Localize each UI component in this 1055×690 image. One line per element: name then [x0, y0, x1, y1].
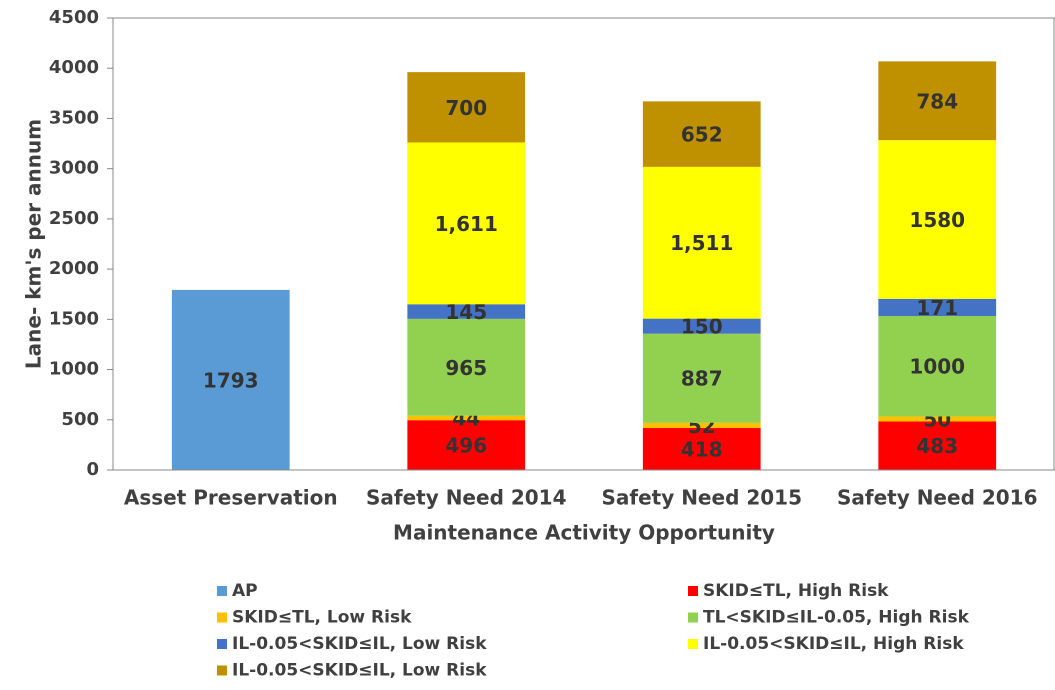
legend-swatch [217, 665, 227, 676]
bar-segment [878, 298, 997, 317]
data-label: 483 [916, 434, 958, 458]
data-label: 171 [916, 296, 958, 320]
data-label: 784 [916, 89, 958, 113]
x-tick-label: Asset Preservation [124, 486, 338, 510]
data-label: 887 [681, 367, 723, 391]
legend-label: SKID≤TL, Low Risk [232, 608, 412, 628]
y-tick-label: 2500 [49, 208, 99, 229]
bar-segment [878, 140, 997, 299]
legend-label: IL-0.05<SKID≤IL, Low Risk [232, 634, 487, 654]
legend-swatch [217, 586, 227, 596]
data-label: 965 [445, 356, 487, 380]
data-label: 150 [681, 315, 723, 339]
legend-swatch [217, 612, 227, 623]
y-tick-label: 4500 [49, 7, 99, 28]
x-tick-label: Safety Need 2015 [601, 486, 802, 510]
legend-swatch [688, 639, 698, 649]
y-tick-label: 3500 [49, 107, 99, 128]
bar-segment [878, 316, 997, 417]
data-label: 1580 [909, 208, 965, 232]
y-tick-label: 0 [86, 459, 99, 480]
legend-swatch [217, 639, 227, 649]
y-tick-label: 3000 [49, 158, 99, 179]
legend-label: IL-0.05<SKID≤IL, High Risk [703, 634, 964, 654]
y-tick-label: 1500 [49, 308, 99, 329]
x-axis-label: Maintenance Activity Opportunity [393, 521, 775, 545]
bar-segment [642, 428, 761, 470]
bar-segment [642, 166, 761, 319]
bar-segment [878, 421, 997, 470]
y-tick-label: 500 [61, 409, 99, 430]
legend-label: TL<SKID≤IL-0.05, High Risk [703, 608, 970, 628]
bar-segment [878, 416, 997, 422]
data-label: 1,511 [670, 231, 733, 255]
legend-label: AP [232, 581, 258, 601]
data-label: 1793 [203, 368, 259, 392]
bar-segment [642, 333, 761, 423]
data-label: 652 [681, 123, 723, 147]
bar-segment [407, 415, 526, 421]
x-tick-label: Safety Need 2014 [366, 486, 567, 510]
bar-segment [642, 101, 761, 167]
bar-segment [407, 304, 526, 319]
data-label: 418 [681, 438, 723, 462]
bar-segment [878, 61, 997, 141]
bar-segment [407, 72, 526, 143]
bar-segment [171, 289, 290, 470]
data-label: 1,611 [435, 212, 498, 236]
legend-swatch [688, 586, 698, 596]
data-label: 700 [445, 96, 487, 120]
legend-swatch [688, 612, 698, 623]
data-label: 496 [445, 434, 487, 458]
bar-segment [642, 318, 761, 334]
y-tick-label: 2000 [49, 258, 99, 279]
bar-segment [642, 422, 761, 429]
bar-segment [407, 318, 526, 416]
legend-label: IL-0.05<SKID≤IL, Low Risk [232, 661, 487, 681]
bar-segment [407, 420, 526, 470]
x-tick-label: Safety Need 2016 [837, 486, 1038, 510]
data-label: 1000 [909, 355, 965, 379]
y-tick-label: 1000 [49, 359, 99, 380]
y-tick-label: 4000 [49, 57, 99, 78]
bar-segment [407, 142, 526, 305]
y-axis-label: Lane- km's per annum [22, 119, 46, 369]
legend-label: SKID≤TL, High Risk [703, 581, 889, 601]
